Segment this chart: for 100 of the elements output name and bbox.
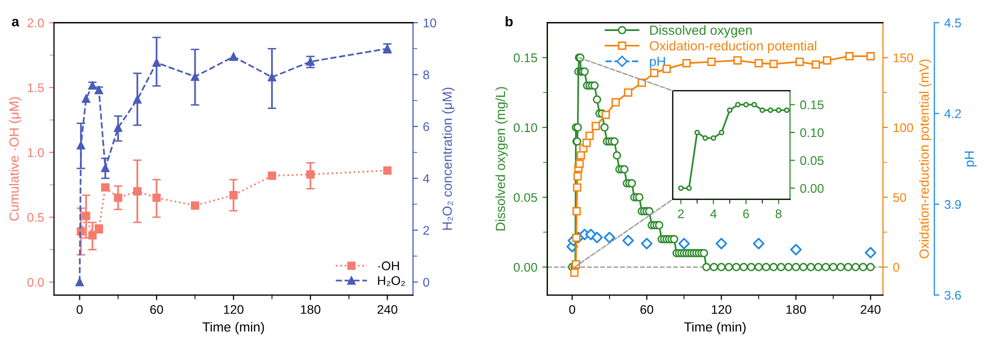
y-tick-label: 0.15 xyxy=(514,53,538,62)
y-tick-label: 0.05 xyxy=(514,193,538,202)
point xyxy=(190,201,200,210)
x-tick-label: 180 xyxy=(786,305,806,314)
point xyxy=(650,68,658,78)
point xyxy=(229,191,238,200)
point xyxy=(383,166,392,175)
point xyxy=(790,244,802,256)
point xyxy=(864,246,876,258)
point xyxy=(707,58,716,66)
y2-tick-label: 50 xyxy=(893,193,906,202)
point xyxy=(624,88,632,97)
chart-title: b xyxy=(506,16,513,26)
y-tick-label: 0.5 xyxy=(27,213,44,222)
point xyxy=(101,183,110,192)
point xyxy=(622,234,634,246)
point xyxy=(751,102,757,108)
point xyxy=(76,141,86,150)
point xyxy=(784,107,790,113)
point xyxy=(573,172,582,180)
x-tick-label: 8 xyxy=(776,209,782,218)
point xyxy=(686,185,692,191)
y2-tick-label: 150 xyxy=(894,53,914,62)
point xyxy=(268,73,276,82)
y2-tick-label: 0.05 xyxy=(800,156,824,165)
point xyxy=(585,132,594,140)
y2-tick-label: 0 xyxy=(893,262,900,272)
x-tick-label: 60 xyxy=(640,305,654,314)
point xyxy=(152,194,161,202)
point xyxy=(592,122,600,130)
y2-tick-label: 6 xyxy=(423,122,430,132)
point xyxy=(726,107,733,113)
x-tick-label: 4 xyxy=(710,209,717,218)
point xyxy=(576,151,586,160)
y2-tick-label: 4 xyxy=(423,174,430,183)
legend-label: pH xyxy=(650,56,665,69)
x-tick-label: 180 xyxy=(300,305,320,314)
point xyxy=(229,52,238,61)
y2-tick-label: 0.00 xyxy=(800,184,824,193)
point xyxy=(812,60,820,69)
point xyxy=(575,160,584,168)
y-tick-label: 0.0 xyxy=(27,278,44,287)
point xyxy=(702,135,708,141)
point xyxy=(733,56,742,65)
point xyxy=(88,231,97,240)
y2-tick-label: 100 xyxy=(894,123,914,132)
point xyxy=(133,95,142,104)
point xyxy=(769,60,778,68)
y2-tick-label: 0.10 xyxy=(800,128,824,138)
x-tick-label: 120 xyxy=(712,305,732,314)
point xyxy=(678,185,684,191)
point xyxy=(602,110,610,120)
y2-axis-title: Oxidation-reduction potential (mV) xyxy=(919,60,932,258)
y-tick-label: 2.0 xyxy=(28,18,44,28)
point xyxy=(101,164,110,172)
point xyxy=(591,232,603,244)
point xyxy=(845,52,854,60)
x-tick-label: 240 xyxy=(860,305,880,314)
chart-title: a xyxy=(12,18,20,26)
point xyxy=(754,59,763,68)
y2-axis-title: H₂O₂ concentration (μM) xyxy=(442,88,454,230)
x-tick-label: 2 xyxy=(678,209,684,218)
point xyxy=(743,102,749,108)
point xyxy=(776,107,782,113)
point xyxy=(306,57,315,66)
point xyxy=(612,98,620,106)
point xyxy=(268,172,276,180)
y3-tick-label: 4.5 xyxy=(944,18,961,28)
point xyxy=(710,135,716,141)
point xyxy=(716,238,728,250)
point xyxy=(796,58,804,66)
y2-tick-label: 2 xyxy=(423,226,430,235)
point xyxy=(152,58,161,67)
legend-label: H₂O₂ xyxy=(378,276,405,286)
point xyxy=(114,124,122,132)
x-axis-title: Time (min) xyxy=(684,322,746,334)
y3-tick-label: 3.6 xyxy=(944,290,961,300)
y2-tick-label: 8 xyxy=(423,70,430,80)
point xyxy=(82,94,90,103)
point xyxy=(604,232,616,244)
x-tick-label: 60 xyxy=(150,305,164,314)
y3-tick-label: 4.2 xyxy=(944,109,961,118)
point xyxy=(682,59,691,68)
point xyxy=(306,170,315,179)
point xyxy=(190,72,200,81)
y-tick-label: 1.0 xyxy=(28,148,44,158)
point xyxy=(768,107,774,113)
point xyxy=(582,138,591,147)
point xyxy=(75,278,84,286)
point xyxy=(678,238,690,250)
x-tick-label: 120 xyxy=(224,305,244,314)
y3-axis-title: pH xyxy=(964,152,977,166)
point xyxy=(641,238,653,250)
point xyxy=(718,130,724,136)
y-tick-label: 0.00 xyxy=(514,262,538,272)
point xyxy=(572,207,581,216)
point xyxy=(572,234,580,242)
y-axis-title: Cumulative ·OH (μM) xyxy=(9,97,22,221)
y-tick-label: 1.5 xyxy=(28,83,44,92)
x-tick-label: 6 xyxy=(743,209,749,218)
